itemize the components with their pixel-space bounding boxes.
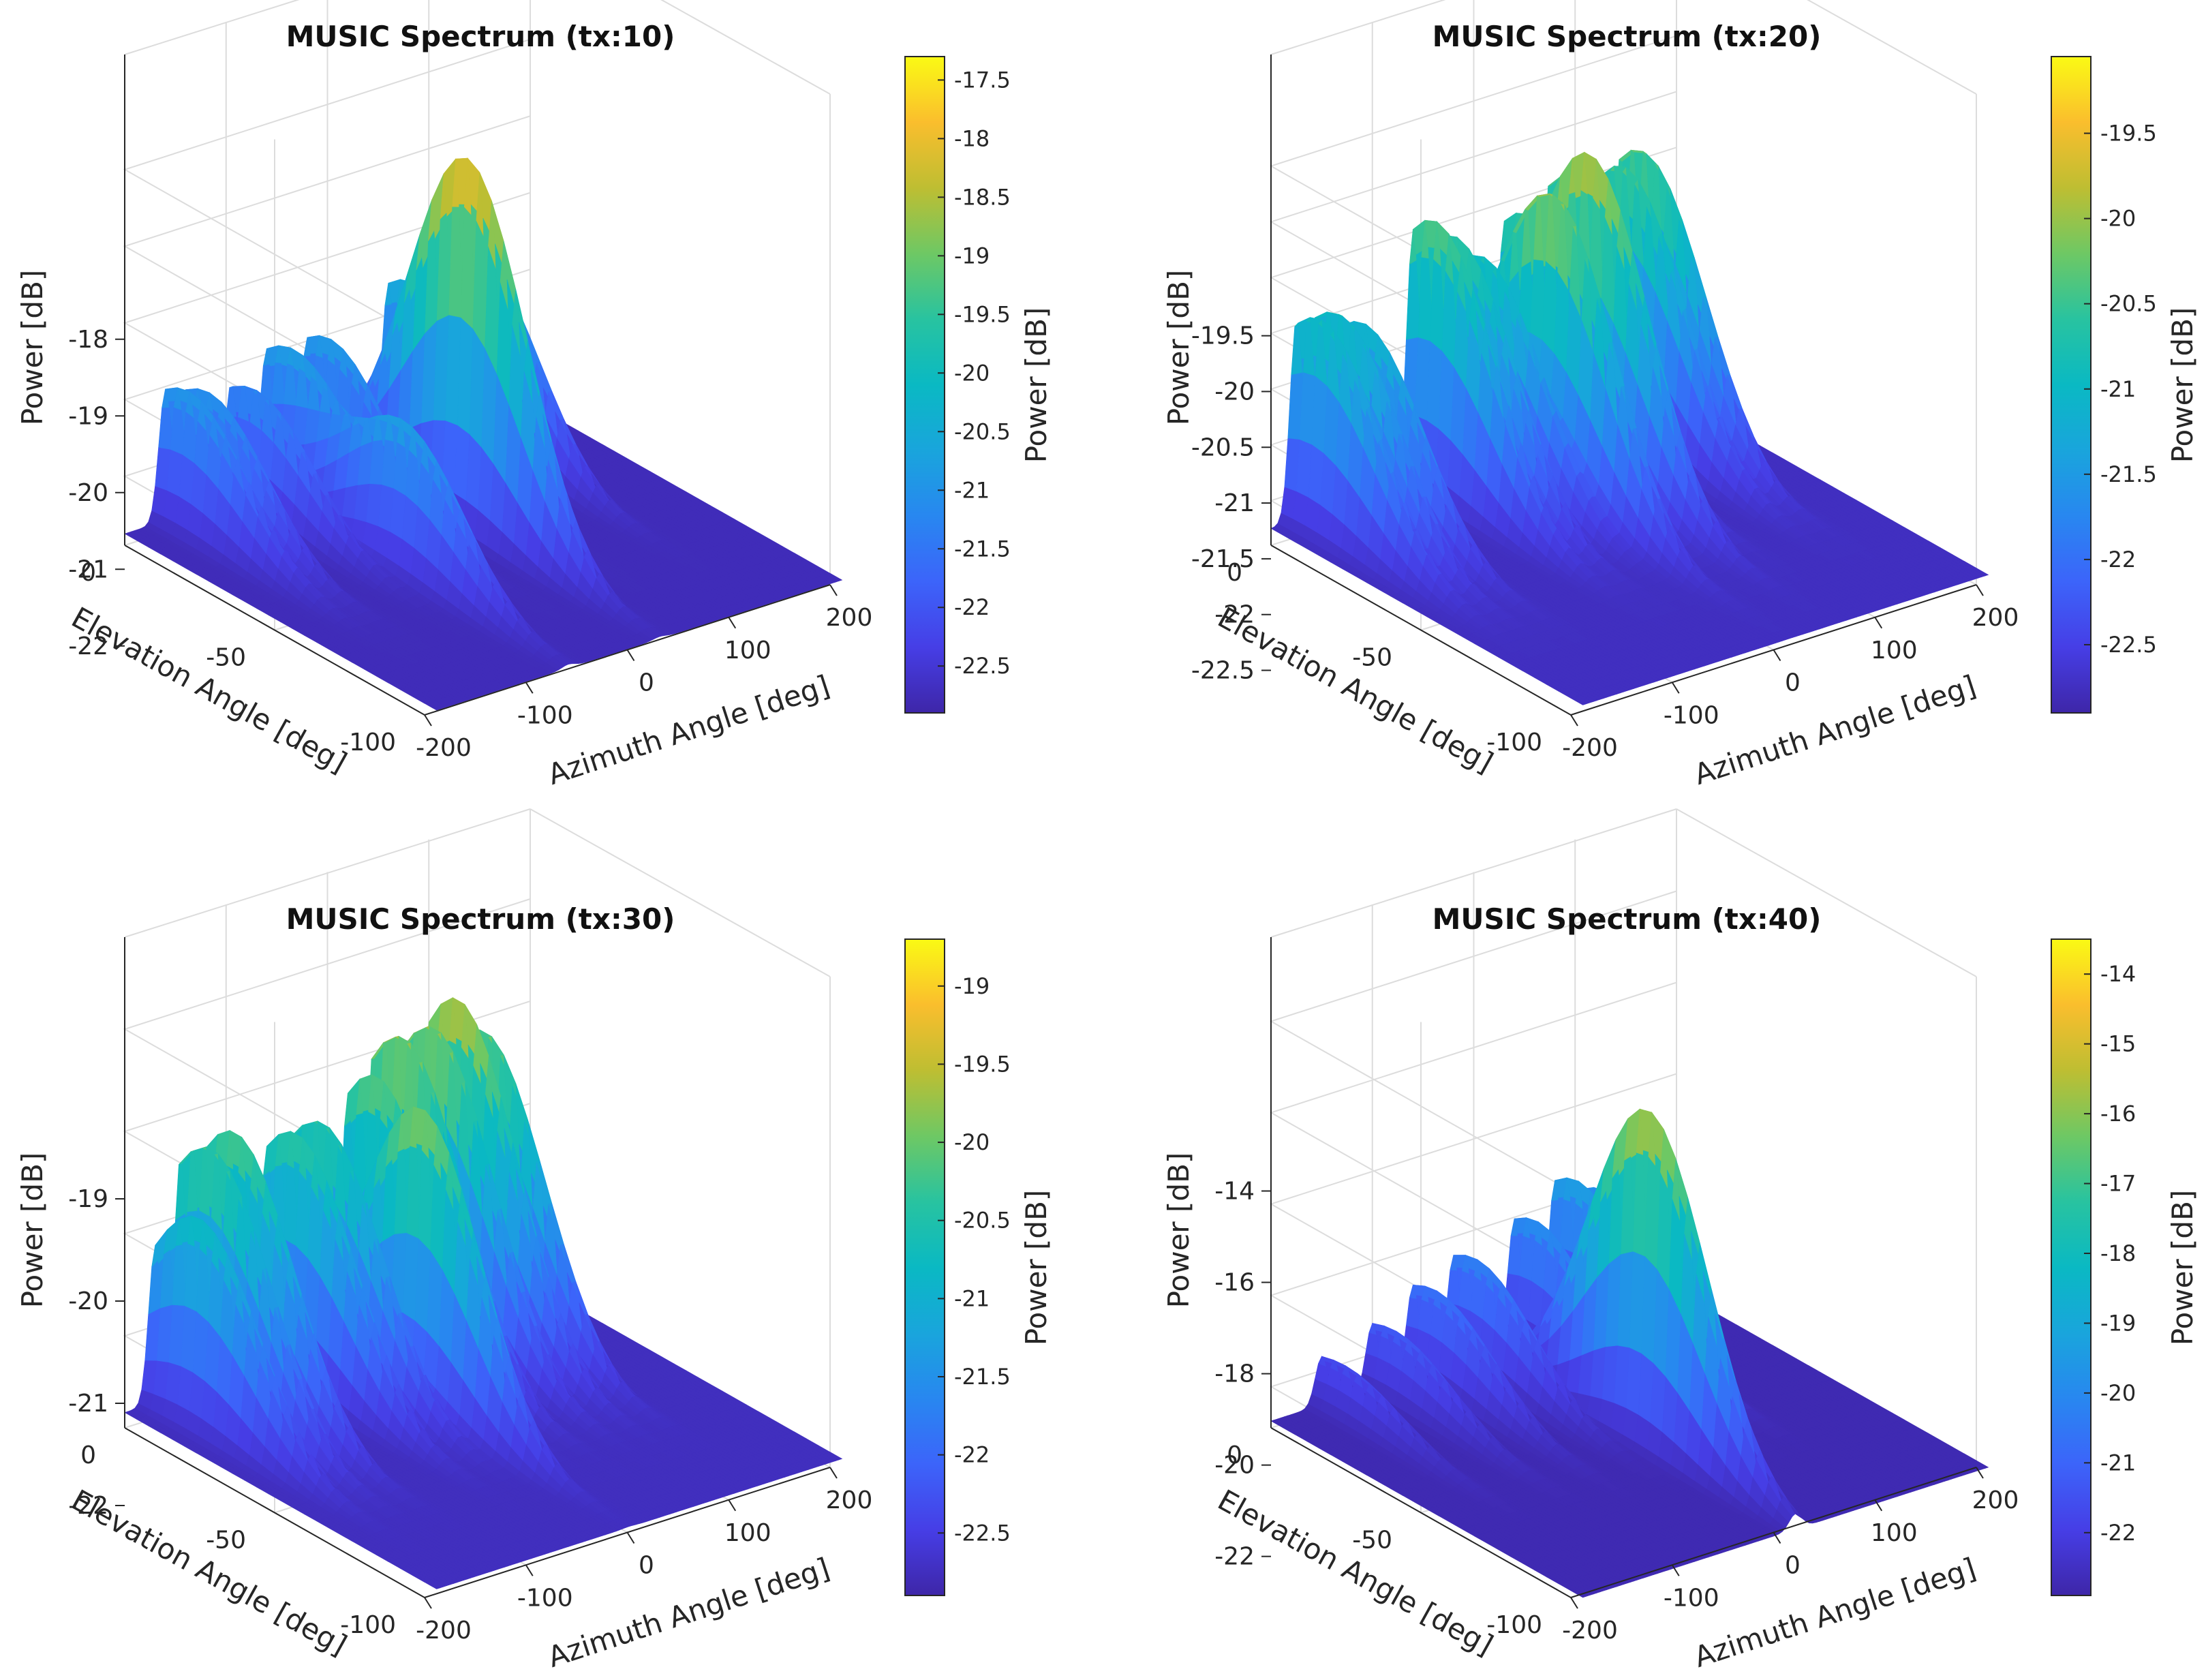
- panel-2: MUSIC Spectrum (tx:20)-200-10001002000-5…: [1162, 0, 2199, 791]
- x-tick-label: 200: [826, 604, 873, 632]
- x-tick-mark: [526, 682, 533, 693]
- x-tick-label: -200: [416, 734, 472, 762]
- colorbar-tick-label: -18: [954, 125, 990, 151]
- colorbar-tick-label: -20: [954, 360, 990, 386]
- z-tick-label: -20: [68, 479, 108, 507]
- colorbar-tick-label: -18.5: [954, 184, 1011, 210]
- colorbar-tick-label: -22: [954, 594, 990, 620]
- z-tick-label: -19: [68, 402, 108, 430]
- x-tick-mark: [628, 650, 634, 661]
- colorbar-tick-label: -21.5: [954, 536, 1011, 562]
- colorbar: [905, 57, 945, 713]
- x-tick-label: -100: [517, 701, 573, 729]
- x-tick-mark: [830, 585, 837, 596]
- x-axis-label: Azimuth Angle [deg]: [544, 669, 833, 791]
- colorbar-tick-label: -19.5: [954, 301, 1011, 327]
- colorbar-tick-label: -20.5: [954, 418, 1011, 444]
- x-tick-label: 100: [724, 637, 771, 665]
- z-axis-label: Power [dB]: [16, 270, 49, 426]
- panel-1: MUSIC Spectrum (tx:10)-200-10001002000-5…: [16, 0, 1053, 791]
- y-tick-label: -50: [206, 644, 246, 672]
- colorbar-label: Power [dB]: [1020, 307, 1053, 463]
- x-tick-mark: [425, 715, 431, 726]
- z-tick-label: -18: [68, 326, 108, 354]
- z-tick-label: -21: [68, 555, 108, 583]
- surface: [1271, 150, 1989, 705]
- colorbar-tick-label: -17.5: [954, 67, 1011, 93]
- chart-title: MUSIC Spectrum (tx:10): [286, 20, 675, 53]
- x-tick-mark: [729, 617, 735, 628]
- colorbar-tick-label: -21: [954, 477, 990, 503]
- colorbar-tick-label: -19: [954, 243, 990, 269]
- x-tick-label: 0: [639, 669, 654, 697]
- colorbar-tick-label: -22.5: [954, 653, 1011, 679]
